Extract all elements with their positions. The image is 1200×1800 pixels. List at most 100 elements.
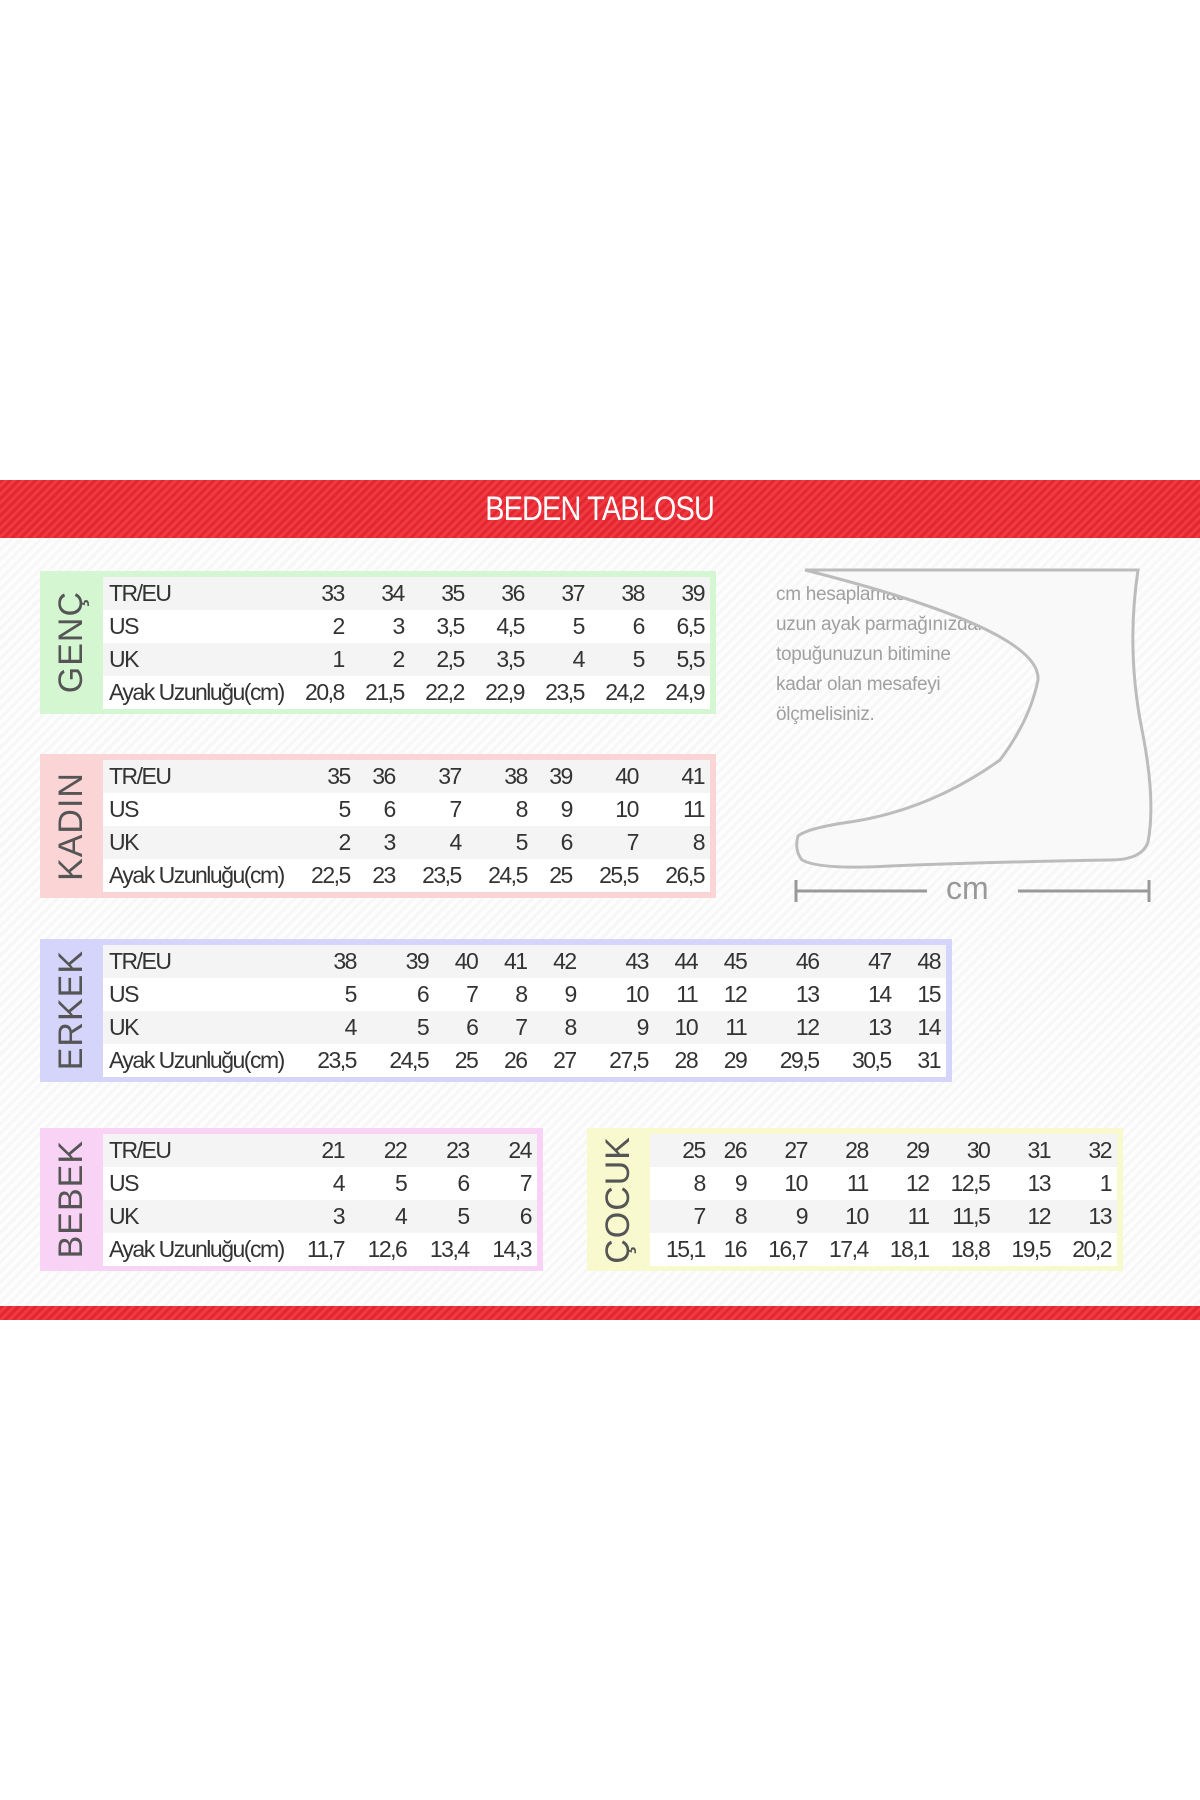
- row-label: TR/EU: [109, 763, 172, 789]
- table-bebek: BEBEK TR/EU 21 22 23 24 US 4 5 6 7 UK 3 4 5 6 Ayak Uzunl…: [40, 1128, 543, 1271]
- size-cell: 5: [572, 613, 586, 639]
- table-row: TR/EU 35 36 37 38 39 40 41: [103, 760, 710, 793]
- row-label: Ayak Uzunluğu(cm): [109, 1236, 285, 1262]
- size-cell: 36: [501, 580, 525, 606]
- size-cell: 24,9: [665, 679, 705, 705]
- table-row: UK 4 5 6 7 8 9 10 11 12 13 14: [103, 1011, 946, 1044]
- size-cell: 26: [723, 1137, 748, 1163]
- size-cell: 4: [344, 1014, 358, 1040]
- size-table: TR/EU 21 22 23 24 US 4 5 6 7 UK 3 4 5 6 Ayak Uzunluğu(c…: [103, 1134, 537, 1266]
- table-row: US 2 3 3,5 4,5 5 6 6,5: [103, 610, 710, 643]
- size-cell: 40: [454, 948, 479, 974]
- size-cell: 10: [674, 1014, 699, 1040]
- table-row: TR/EU 33 34 35 36 37 38 39: [103, 577, 710, 610]
- size-cell: 4,5: [496, 613, 525, 639]
- size-cell: 39: [405, 948, 430, 974]
- row-label: UK: [109, 646, 139, 672]
- category-label: ÇOCUK: [587, 1134, 650, 1265]
- size-cell: 18,1: [889, 1236, 930, 1262]
- size-cell: 11: [725, 1014, 747, 1040]
- size-cell: 22,9: [485, 679, 525, 705]
- size-cell: 27: [553, 1047, 577, 1073]
- size-cell: 3: [392, 613, 406, 639]
- size-cell: 16,7: [768, 1236, 808, 1262]
- size-cell: 4: [572, 646, 586, 672]
- size-cell: 14,3: [492, 1236, 532, 1262]
- size-cell: 22,2: [425, 679, 465, 705]
- size-table: TR/EU 35 36 37 38 39 40 41 US 5 6 7 8 9 10 11 UK 2 3 4 5 6 7 8 A…: [103, 760, 710, 892]
- size-cell: 17,4: [829, 1236, 869, 1262]
- row-label: US: [109, 1170, 139, 1196]
- size-cell: 29,5: [779, 1047, 820, 1073]
- header-banner: BEDEN TABLOSU: [0, 480, 1200, 538]
- size-cell: 13: [1088, 1203, 1112, 1229]
- row-label: Ayak Uzunluğu(cm): [109, 679, 285, 705]
- page-title: BEDEN TABLOSU: [485, 489, 716, 528]
- size-cell: 40: [615, 763, 639, 789]
- row-label: US: [109, 796, 139, 822]
- table-row: 25 26 27 28 29 30 31 32: [650, 1134, 1117, 1167]
- size-cell: 10: [784, 1170, 808, 1196]
- size-cell: 8: [515, 981, 528, 1007]
- size-cell: 4: [449, 829, 463, 855]
- size-cell: 12: [905, 1170, 930, 1196]
- size-cell: 13: [795, 981, 820, 1007]
- size-cell: 25: [454, 1047, 479, 1073]
- table-row: Ayak Uzunluğu(cm) 22,5 23 23,5 24,5 25 25,5 26,…: [103, 859, 710, 892]
- size-cell: 15,1: [666, 1236, 706, 1262]
- size-cell: 14: [917, 1014, 941, 1040]
- size-cell: 6: [519, 1203, 533, 1229]
- size-cell: 8: [692, 829, 706, 855]
- size-cell: 45: [723, 948, 748, 974]
- size-cell: 31: [917, 1047, 941, 1073]
- size-cell: 5: [457, 1203, 470, 1229]
- size-cell: 5: [632, 646, 646, 672]
- size-cell: 6: [416, 981, 430, 1007]
- table-row: 15,1 16 16,7 17,4 18,1 18,8 19,5 20,2: [650, 1233, 1117, 1266]
- size-cell: 38: [333, 948, 357, 974]
- foot-outline-icon: [794, 568, 1153, 902]
- size-cell: 9: [795, 1203, 809, 1229]
- size-cell: 16: [723, 1236, 748, 1262]
- category-label-text: GENÇ: [52, 591, 90, 694]
- size-cell: 6: [466, 1014, 479, 1040]
- size-cell: 32: [1088, 1137, 1112, 1163]
- size-cell: 9: [734, 1170, 748, 1196]
- size-cell: 3,5: [436, 613, 465, 639]
- size-cell: 10: [615, 796, 639, 822]
- ruler-label: cm: [946, 870, 989, 906]
- size-cell: 23,5: [422, 862, 462, 888]
- size-cell: 5: [395, 1170, 408, 1196]
- size-cell: 2: [332, 613, 346, 639]
- size-cell: 11: [683, 796, 705, 822]
- size-cell: 3: [332, 1203, 346, 1229]
- size-table: TR/EU 38 39 40 41 42 43 44 45 46 47 48 US 5 6 7 8 9 10 11 12…: [103, 945, 946, 1077]
- table-genc: GENÇ TR/EU 33 34 35 36 37 38 39 US 2 3 3,5 4,5 5 6 6,5 UK…: [40, 571, 716, 714]
- table-row: Ayak Uzunluğu(cm) 20,8 21,5 22,2 22,9 23,5 24,…: [103, 676, 710, 709]
- size-cell: 9: [560, 796, 574, 822]
- table-row: US 5 6 7 8 9 10 11 12 13 14 15: [103, 978, 946, 1011]
- size-cell: 20,8: [305, 679, 345, 705]
- table-row: UK 3 4 5 6: [103, 1200, 537, 1233]
- info-line: ölçmelisiniz.: [776, 704, 875, 725]
- size-cell: 25,5: [599, 862, 639, 888]
- size-cell: 15: [917, 981, 941, 1007]
- table-row: TR/EU 38 39 40 41 42 43 44 45 46 47 48: [103, 945, 946, 978]
- table-row: UK 1 2 2,5 3,5 4 5 5,5: [103, 643, 710, 676]
- size-cell: 12,6: [367, 1236, 408, 1262]
- size-cell: 24,2: [605, 679, 645, 705]
- size-cell: 27: [784, 1137, 808, 1163]
- info-line: topuğunuzun bitimine: [776, 644, 951, 665]
- size-cell: 44: [674, 948, 699, 974]
- size-cell: 23,5: [545, 679, 585, 705]
- table-kadin: KADIN TR/EU 35 36 37 38 39 40 41 US 5 6 7 8 9 10 11 UK 2 3 4…: [40, 754, 716, 898]
- row-label: UK: [109, 829, 139, 855]
- size-cell: 48: [917, 948, 941, 974]
- size-cell: 35: [327, 763, 351, 789]
- size-cell: 22: [383, 1137, 408, 1163]
- size-table: 25 26 27 28 29 30 31 32 8 9 10 11 12 12,5 13 1 7 8 9 10 11 11…: [650, 1134, 1117, 1266]
- size-cell: 21: [321, 1137, 345, 1163]
- size-cell: 3: [383, 829, 397, 855]
- size-cell: 39: [681, 580, 705, 606]
- size-cell: 33: [321, 580, 345, 606]
